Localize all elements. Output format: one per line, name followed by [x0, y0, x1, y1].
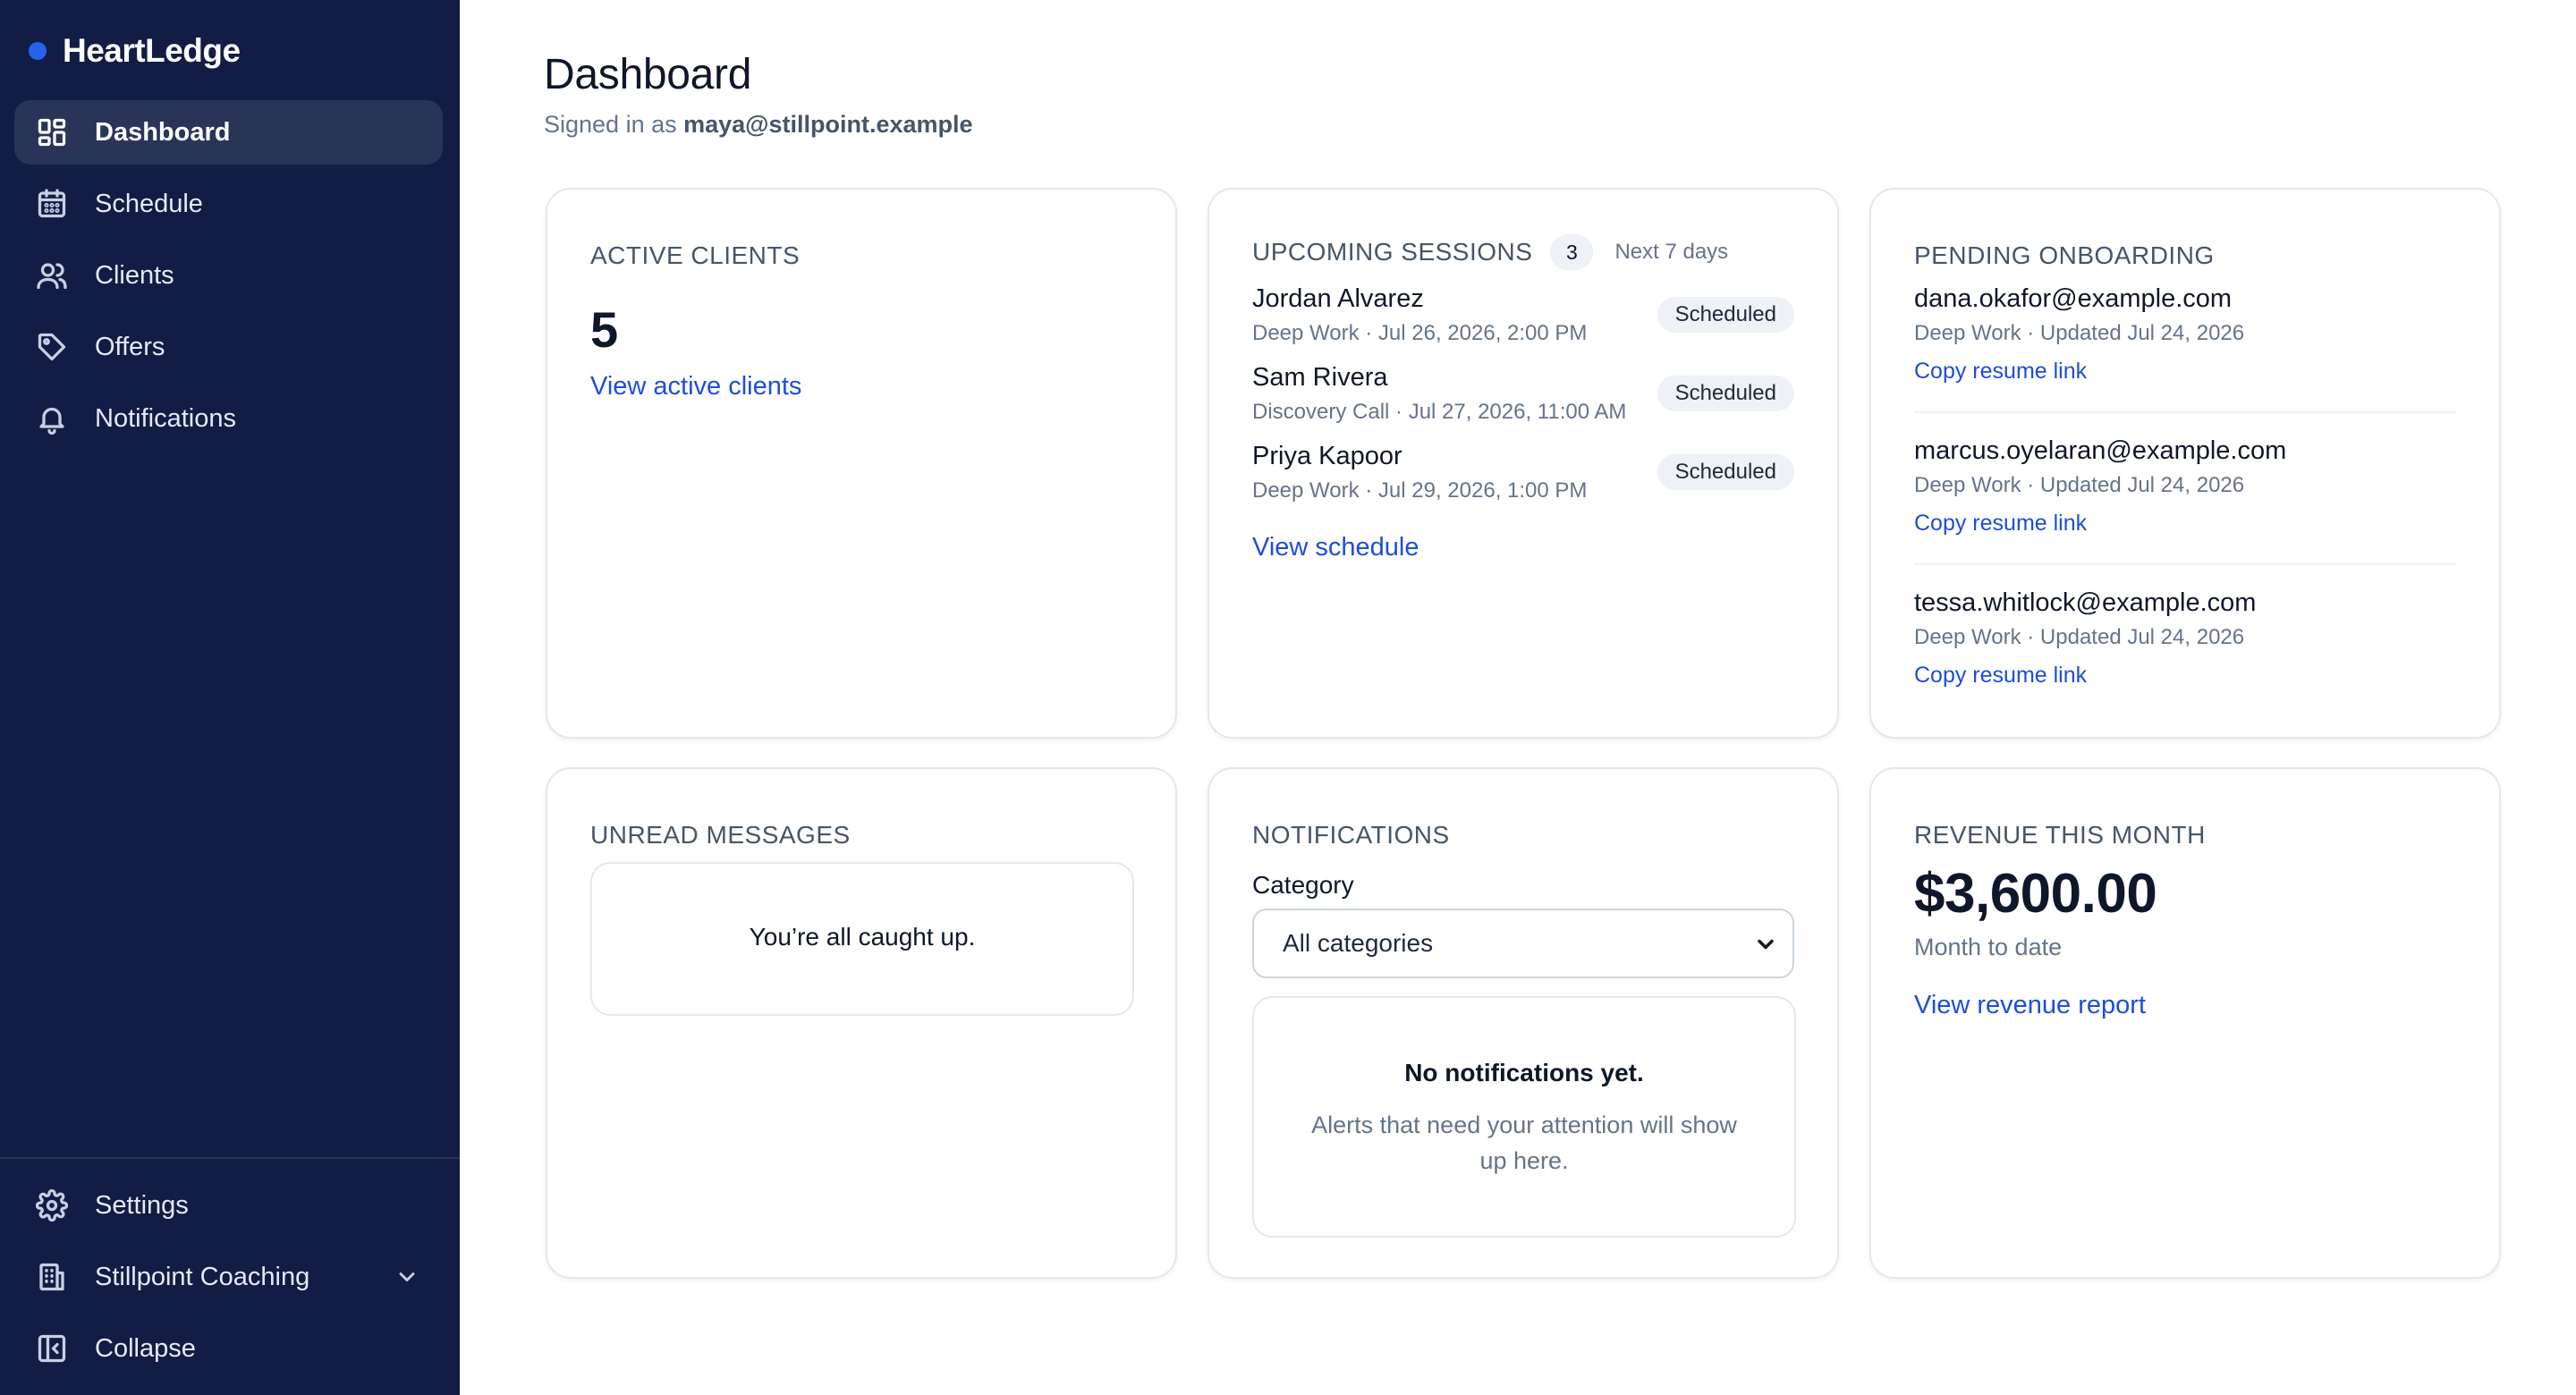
copy-resume-link-button[interactable]: Copy resume link: [1914, 663, 2088, 688]
users-icon: [36, 259, 68, 292]
session-row[interactable]: Jordan Alvarez Deep Work · Jul 26, 2026,…: [1252, 284, 1794, 356]
card-title: NOTIFICATIONS: [1252, 821, 1450, 849]
category-select-value: All categories: [1283, 929, 1434, 957]
workspace-name: Stillpoint Coaching: [95, 1262, 310, 1291]
onboarding-item: tessa.whitlock@example.com Deep Work · U…: [1914, 588, 2456, 689]
card-title: PENDING ONBOARDING: [1914, 241, 2215, 269]
card-title: UPCOMING SESSIONS: [1252, 238, 1533, 266]
revenue-amount: $3,600.00: [1914, 863, 2157, 925]
sidebar-item-label: Collapse: [95, 1333, 196, 1363]
collapse-icon: [36, 1332, 68, 1365]
card-title: REVENUE THIS MONTH: [1914, 821, 2206, 849]
sidebar-item-dashboard[interactable]: Dashboard: [14, 100, 443, 165]
notifications-empty-state: No notifications yet. Alerts that need y…: [1252, 996, 1796, 1238]
category-select[interactable]: All categories: [1252, 909, 1794, 978]
sessions-count-badge: 3: [1550, 234, 1594, 270]
copy-resume-link-button[interactable]: Copy resume link: [1914, 511, 2088, 536]
session-client-name: Sam Rivera: [1252, 363, 1388, 392]
card-title: UNREAD MESSAGES: [590, 821, 851, 849]
revenue-period: Month to date: [1914, 934, 2063, 960]
empty-state-text: Alerts that need your attention will sho…: [1311, 1112, 1737, 1174]
signed-in-email: maya@stillpoint.example: [683, 111, 973, 138]
session-meta: Deep Work · Jul 26, 2026, 2:00 PM: [1252, 321, 1588, 345]
sidebar-item-label: Notifications: [95, 403, 236, 433]
calendar-icon: [36, 188, 68, 220]
empty-state-text: You’re all caught up.: [749, 923, 976, 951]
brand-name: HeartLedge: [63, 32, 241, 69]
active-clients-count: 5: [590, 301, 619, 358]
divider: [1914, 563, 2456, 565]
sidebar-item-label: Settings: [95, 1190, 189, 1220]
sidebar: HeartLedge Dashboard Schedule Clients: [0, 0, 460, 1395]
session-meta: Discovery Call · Jul 27, 2026, 11:00 AM: [1252, 400, 1627, 424]
session-row[interactable]: Priya Kapoor Deep Work · Jul 29, 2026, 1…: [1252, 442, 1794, 513]
signed-in-prefix: Signed in as: [544, 111, 677, 138]
sidebar-nav: Dashboard Schedule Clients Offers: [14, 100, 443, 458]
divider: [1914, 411, 2456, 413]
brand-logo-dot: [29, 42, 47, 60]
view-active-clients-link[interactable]: View active clients: [590, 372, 802, 401]
sidebar-divider: [0, 1157, 460, 1159]
onboarding-email: marcus.oyelaran@example.com: [1914, 436, 2287, 465]
sidebar-collapse-button[interactable]: Collapse: [14, 1316, 443, 1381]
session-client-name: Jordan Alvarez: [1252, 284, 1424, 313]
session-row[interactable]: Sam Rivera Discovery Call · Jul 27, 2026…: [1252, 363, 1794, 435]
onboarding-meta: Deep Work · Updated Jul 24, 2026: [1914, 473, 2245, 497]
status-badge: Scheduled: [1657, 376, 1794, 411]
upcoming-sessions-card: UPCOMING SESSIONS 3 Next 7 days Jordan A…: [1208, 188, 1839, 739]
session-meta: Deep Work · Jul 29, 2026, 1:00 PM: [1252, 478, 1588, 503]
onboarding-email: dana.okafor@example.com: [1914, 284, 2233, 313]
onboarding-meta: Deep Work · Updated Jul 24, 2026: [1914, 321, 2245, 345]
view-revenue-report-link[interactable]: View revenue report: [1914, 991, 2147, 1019]
sidebar-item-label: Schedule: [95, 189, 203, 218]
view-schedule-link[interactable]: View schedule: [1252, 533, 1419, 562]
pending-onboarding-card: PENDING ONBOARDING dana.okafor@example.c…: [1869, 188, 2501, 739]
messages-empty-state: You’re all caught up.: [590, 862, 1134, 1016]
chevron-down-icon: [1753, 932, 1778, 957]
page-title: Dashboard: [544, 51, 752, 98]
onboarding-email: tessa.whitlock@example.com: [1914, 588, 2257, 617]
unread-messages-card: UNREAD MESSAGES You’re all caught up.: [546, 767, 1177, 1279]
bell-icon: [36, 402, 68, 435]
sidebar-item-settings[interactable]: Settings: [14, 1173, 443, 1238]
onboarding-meta: Deep Work · Updated Jul 24, 2026: [1914, 625, 2245, 649]
dashboard-icon: [36, 116, 68, 148]
sidebar-item-label: Clients: [95, 260, 174, 290]
main-content: Dashboard Signed in as maya@stillpoint.e…: [460, 0, 2576, 1395]
sidebar-item-notifications[interactable]: Notifications: [14, 386, 443, 451]
sidebar-item-clients[interactable]: Clients: [14, 243, 443, 308]
gear-icon: [36, 1189, 68, 1222]
sessions-range: Next 7 days: [1614, 240, 1729, 264]
brand[interactable]: HeartLedge: [29, 32, 241, 70]
onboarding-item: marcus.oyelaran@example.com Deep Work · …: [1914, 436, 2456, 537]
upcoming-sessions-header: UPCOMING SESSIONS 3 Next 7 days: [1252, 234, 1728, 270]
revenue-card: REVENUE THIS MONTH $3,600.00 Month to da…: [1869, 767, 2501, 1279]
session-client-name: Priya Kapoor: [1252, 442, 1402, 470]
card-title: ACTIVE CLIENTS: [590, 241, 801, 269]
status-badge: Scheduled: [1657, 297, 1794, 333]
status-badge: Scheduled: [1657, 454, 1794, 490]
active-clients-card: ACTIVE CLIENTS 5 View active clients: [546, 188, 1177, 739]
copy-resume-link-button[interactable]: Copy resume link: [1914, 359, 2088, 384]
sidebar-item-label: Offers: [95, 332, 165, 361]
empty-state-title: No notifications yet.: [1404, 1059, 1644, 1086]
workspace-switcher[interactable]: Stillpoint Coaching: [14, 1245, 443, 1309]
building-icon: [36, 1261, 68, 1293]
tag-icon: [36, 331, 68, 363]
signed-in-text: Signed in as maya@stillpoint.example: [544, 111, 973, 139]
sidebar-item-schedule[interactable]: Schedule: [14, 172, 443, 236]
notifications-card: NOTIFICATIONS Category All categories No…: [1208, 767, 1839, 1279]
sidebar-item-label: Dashboard: [95, 117, 231, 147]
category-label: Category: [1252, 871, 1354, 899]
sidebar-item-offers[interactable]: Offers: [14, 315, 443, 379]
sidebar-bottom-nav: Settings Stillpoint Coaching Collapse: [14, 1173, 443, 1388]
onboarding-item: dana.okafor@example.com Deep Work · Upda…: [1914, 284, 2456, 385]
chevron-down-icon: [394, 1264, 419, 1289]
